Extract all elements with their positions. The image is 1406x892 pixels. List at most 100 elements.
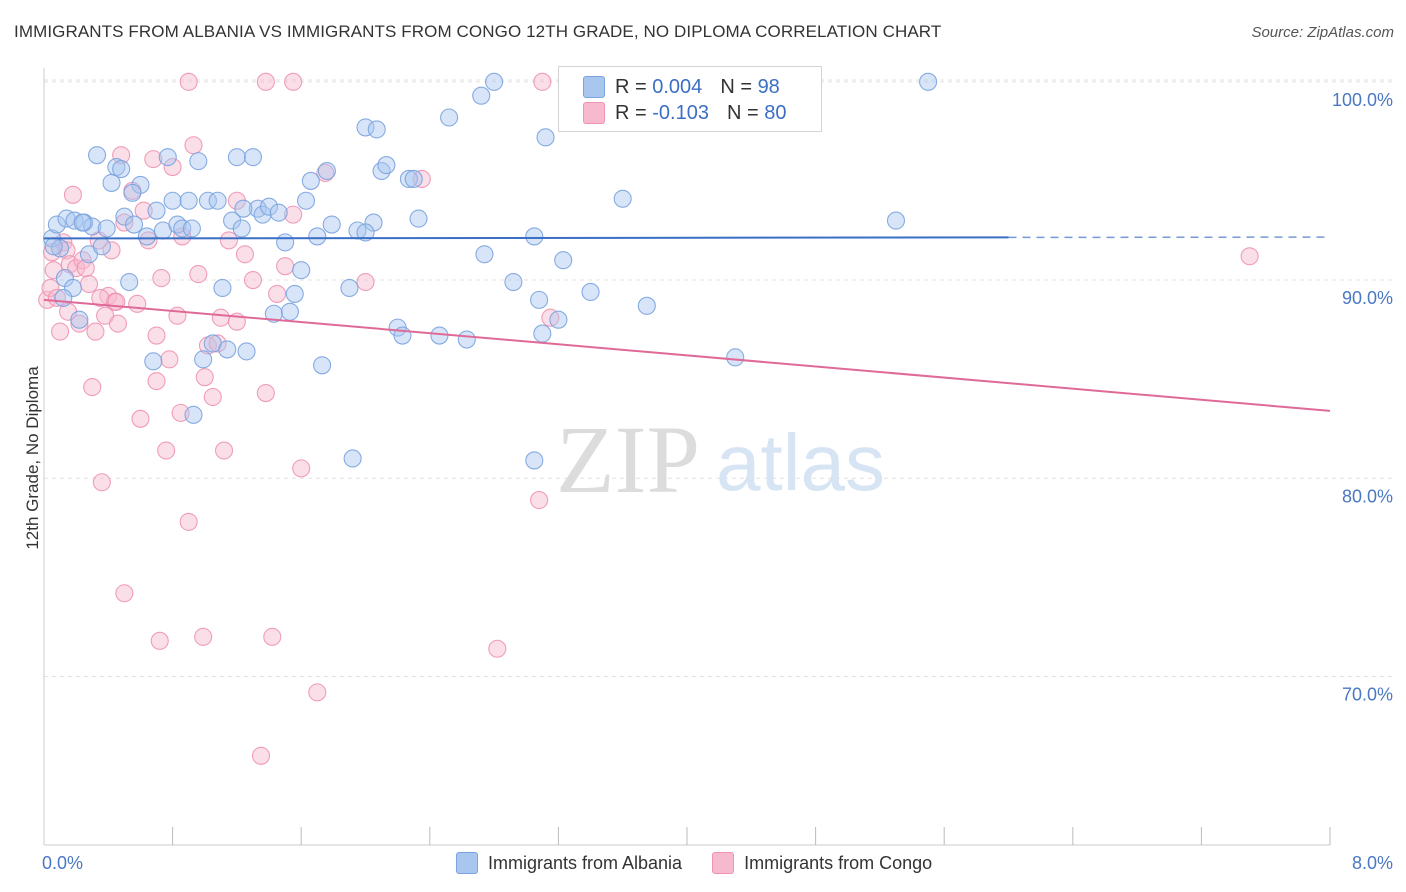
albania-point [124, 215, 144, 234]
congo-point [112, 146, 131, 165]
series-legend: Immigrants from Albania Immigrants from … [456, 852, 932, 874]
congo-point [184, 136, 203, 155]
congo-point [268, 284, 287, 303]
albania-r-label: R = [615, 75, 647, 98]
correlation-legend: R = 0.004 N = 98 R = -0.103 N = 80 [558, 66, 822, 132]
albania-point [184, 405, 203, 424]
albania-point [51, 239, 70, 258]
albania-point [356, 118, 375, 137]
albania-point [430, 326, 449, 345]
albania-point [536, 128, 555, 147]
albania-point [276, 233, 295, 252]
watermark-atlas: atlas [716, 418, 885, 507]
congo-point [79, 274, 99, 294]
albania-point [554, 251, 573, 270]
congo-point [152, 269, 171, 288]
albania-point [158, 148, 177, 167]
albania-point [637, 296, 656, 315]
albania-point [613, 189, 632, 208]
congo-point [292, 459, 311, 478]
congo-point [102, 241, 121, 260]
albania-point [292, 261, 311, 280]
albania-point [198, 191, 218, 210]
albania-point [232, 219, 251, 238]
albania-point [525, 451, 544, 470]
congo-point [214, 441, 234, 460]
congo-point [63, 185, 82, 204]
congo-n-value: 80 [764, 101, 787, 124]
congo-point [194, 627, 213, 646]
albania-point [530, 290, 549, 309]
congo-point [51, 322, 70, 341]
albania-point [83, 217, 102, 236]
congo-point [208, 334, 227, 353]
albania-point [137, 227, 156, 246]
albania-point [340, 278, 359, 298]
congo-point [189, 265, 208, 284]
albania-point [581, 282, 600, 301]
congo-point [219, 231, 238, 250]
congo-point [131, 409, 150, 428]
albania-point [123, 183, 142, 202]
albania-point [227, 148, 246, 167]
chart-source: Source: ZipAtlas.com [1251, 24, 1394, 41]
albania-point [504, 272, 523, 292]
congo-point [134, 201, 153, 220]
albania-point [234, 199, 253, 218]
congo-r-label: R = [615, 101, 647, 124]
x-tick-label: 0.0% [42, 853, 83, 873]
congo-point [179, 72, 198, 91]
legend-albania-swatch [456, 852, 478, 874]
albania-point [70, 310, 89, 329]
albania-point [112, 159, 131, 179]
albania-point [73, 213, 92, 232]
albania-point [120, 272, 139, 292]
y-tick-label: 70.0% [1342, 685, 1393, 705]
albania-point [726, 348, 745, 367]
albania-point [213, 278, 232, 298]
albania-point [549, 310, 568, 329]
congo-point [533, 72, 552, 91]
congo-point [195, 368, 214, 387]
albania-point [237, 342, 256, 361]
albania-point [54, 288, 73, 307]
congo-point [530, 491, 549, 510]
congo-point [203, 387, 222, 407]
congo-point [147, 326, 166, 345]
albania-point [343, 449, 362, 468]
congo-point [150, 631, 169, 650]
congo-point [41, 278, 60, 298]
watermark-zip: ZIP [556, 406, 700, 513]
congo-point [284, 205, 303, 224]
albania-point [144, 352, 163, 371]
congo-point [243, 271, 263, 290]
albania-point [243, 148, 263, 167]
albania-point [356, 223, 375, 242]
y-tick-label: 90.0% [1342, 288, 1393, 308]
albania-point [208, 191, 227, 210]
congo-point [251, 746, 271, 765]
congo-point [107, 292, 126, 311]
congo-point [256, 383, 275, 403]
albania-point [63, 278, 82, 298]
congo-point [168, 306, 187, 325]
grid-lines [44, 79, 1392, 678]
congo-point [276, 257, 295, 276]
congo-point [235, 245, 254, 264]
congo-point [115, 584, 134, 603]
congo-point [284, 72, 303, 91]
albania-point [259, 197, 279, 216]
albania-point [886, 211, 906, 230]
albania-point [525, 227, 544, 246]
y-axis-label: 12th Grade, No Diploma [23, 366, 42, 550]
albania-point [285, 284, 304, 303]
congo-points [38, 72, 1259, 765]
albania-point [485, 72, 504, 91]
albania-trend-line [43, 236, 1009, 240]
albania-point [322, 215, 341, 234]
albania-point [163, 191, 182, 210]
trend-lines [43, 236, 1331, 412]
congo-point [157, 441, 176, 460]
albania-swatch [583, 76, 605, 98]
albania-point [457, 330, 476, 349]
